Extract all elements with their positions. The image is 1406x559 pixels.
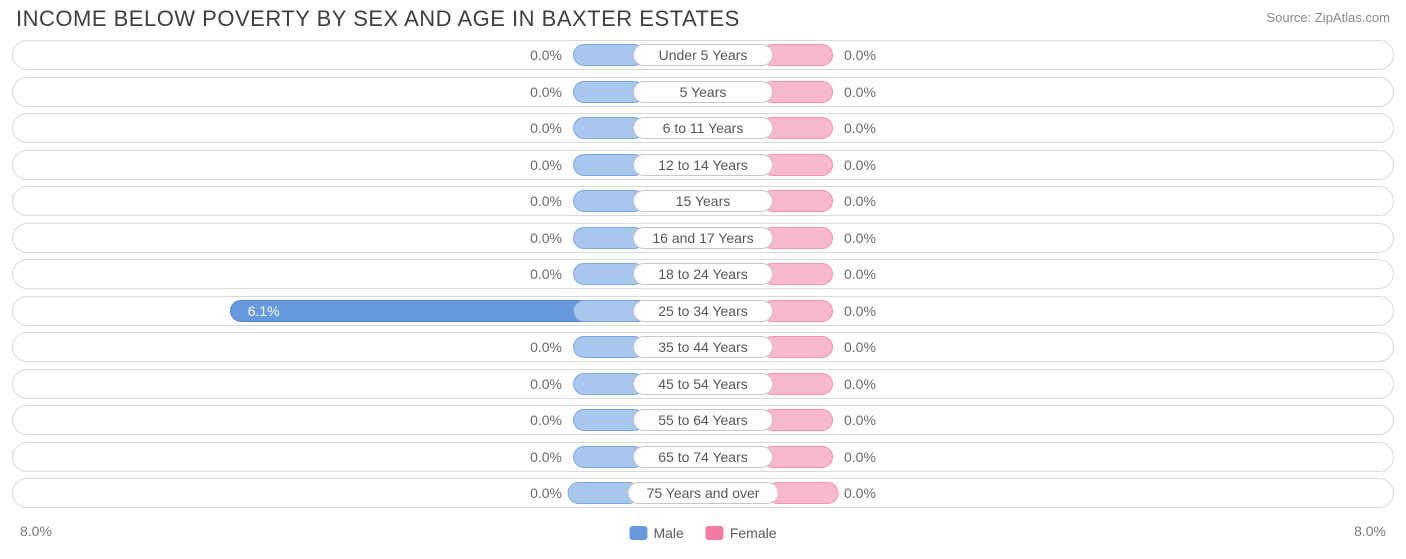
female-value-label: 0.0% [844, 78, 876, 106]
female-value-label: 0.0% [844, 41, 876, 69]
chart-row: 25 to 34 Years 6.1% 0.0% [12, 296, 1394, 326]
female-value-label: 0.0% [844, 370, 876, 398]
male-value-label: 0.0% [530, 406, 562, 434]
chart-row: 55 to 64 Years 0.0% 0.0% [12, 405, 1394, 435]
female-value-label: 0.0% [844, 260, 876, 288]
row-center-stack: 16 and 17 Years [573, 227, 833, 249]
male-value-label: 0.0% [530, 151, 562, 179]
legend-label: Female [730, 525, 777, 541]
female-value-label: 0.0% [844, 297, 876, 325]
male-value-label: 0.0% [530, 443, 562, 471]
chart-row: 15 Years 0.0% 0.0% [12, 186, 1394, 216]
row-center-stack: 5 Years [573, 81, 833, 103]
age-label: 35 to 44 Years [633, 336, 773, 358]
male-value-label: 0.0% [530, 224, 562, 252]
age-label: 55 to 64 Years [633, 409, 773, 431]
male-value-label: 0.0% [530, 41, 562, 69]
chart-legend: Male Female [629, 525, 776, 541]
legend-item: Female [706, 525, 777, 541]
chart-row: Under 5 Years 0.0% 0.0% [12, 40, 1394, 70]
row-center-stack: 12 to 14 Years [573, 154, 833, 176]
female-value-label: 0.0% [844, 406, 876, 434]
male-value-label: 0.0% [530, 370, 562, 398]
male-value-label: 0.0% [530, 479, 562, 507]
female-value-label: 0.0% [844, 151, 876, 179]
axis-max-right: 8.0% [1354, 523, 1386, 539]
row-center-stack: 25 to 34 Years [573, 300, 833, 322]
row-center-stack: 75 Years and over [568, 482, 839, 504]
male-value-label: 0.0% [530, 260, 562, 288]
axis-max-left: 8.0% [20, 523, 52, 539]
legend-swatch [706, 526, 724, 540]
legend-label: Male [653, 525, 683, 541]
row-center-stack: Under 5 Years [573, 44, 833, 66]
chart-area: Under 5 Years0.0%0.0%5 Years0.0%0.0%6 to… [12, 40, 1394, 508]
chart-row: 75 Years and over 0.0% 0.0% [12, 478, 1394, 508]
male-value-label: 0.0% [530, 114, 562, 142]
row-center-stack: 18 to 24 Years [573, 263, 833, 285]
chart-footer: 8.0% Male Female 8.0% [12, 515, 1394, 541]
female-value-label: 0.0% [844, 333, 876, 361]
row-center-stack: 6 to 11 Years [573, 117, 833, 139]
chart-row: 12 to 14 Years 0.0% 0.0% [12, 150, 1394, 180]
female-value-label: 0.0% [844, 443, 876, 471]
age-label: 16 and 17 Years [633, 227, 773, 249]
legend-item: Male [629, 525, 683, 541]
chart-row: 16 and 17 Years 0.0% 0.0% [12, 223, 1394, 253]
chart-row: 45 to 54 Years 0.0% 0.0% [12, 369, 1394, 399]
age-label: 65 to 74 Years [633, 446, 773, 468]
age-label: 18 to 24 Years [633, 263, 773, 285]
female-value-label: 0.0% [844, 479, 876, 507]
chart-row: 18 to 24 Years 0.0% 0.0% [12, 259, 1394, 289]
row-center-stack: 55 to 64 Years [573, 409, 833, 431]
row-center-stack: 15 Years [573, 190, 833, 212]
male-value-label: 0.0% [530, 187, 562, 215]
chart-container: INCOME BELOW POVERTY BY SEX AND AGE IN B… [0, 0, 1406, 559]
chart-title: INCOME BELOW POVERTY BY SEX AND AGE IN B… [16, 6, 740, 32]
age-label: 45 to 54 Years [633, 373, 773, 395]
male-value-label: 0.0% [530, 333, 562, 361]
age-label: Under 5 Years [633, 44, 773, 66]
legend-swatch [629, 526, 647, 540]
age-label: 12 to 14 Years [633, 154, 773, 176]
male-value-label: 0.0% [530, 78, 562, 106]
chart-header: INCOME BELOW POVERTY BY SEX AND AGE IN B… [12, 6, 1394, 40]
age-label: 75 Years and over [628, 482, 779, 504]
female-value-label: 0.0% [844, 224, 876, 252]
row-center-stack: 65 to 74 Years [573, 446, 833, 468]
chart-row: 35 to 44 Years 0.0% 0.0% [12, 332, 1394, 362]
chart-row: 5 Years 0.0% 0.0% [12, 77, 1394, 107]
age-label: 15 Years [633, 190, 773, 212]
chart-row: 65 to 74 Years 0.0% 0.0% [12, 442, 1394, 472]
age-label: 6 to 11 Years [633, 117, 773, 139]
female-value-label: 0.0% [844, 114, 876, 142]
male-value-label: 6.1% [248, 297, 280, 325]
chart-source: Source: ZipAtlas.com [1266, 6, 1390, 25]
age-label: 5 Years [633, 81, 773, 103]
female-value-label: 0.0% [844, 187, 876, 215]
chart-row: 6 to 11 Years 0.0% 0.0% [12, 113, 1394, 143]
age-label: 25 to 34 Years [633, 300, 773, 322]
row-center-stack: 35 to 44 Years [573, 336, 833, 358]
row-center-stack: 45 to 54 Years [573, 373, 833, 395]
